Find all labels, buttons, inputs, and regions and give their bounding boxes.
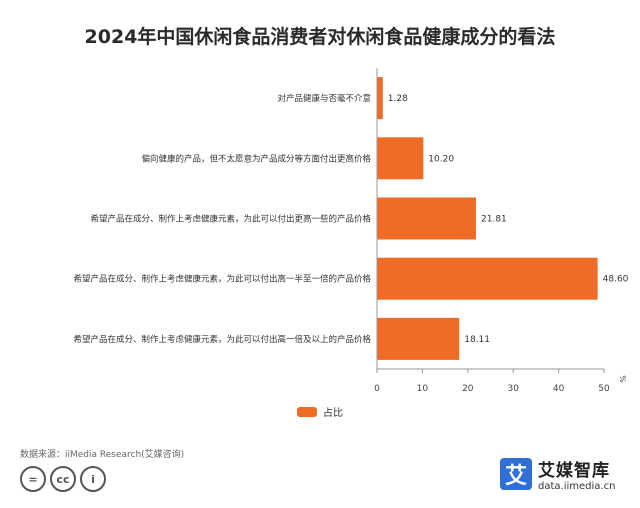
brand-url: data.iimedia.cn — [538, 481, 616, 492]
category-label: 偏向健康的产品，但不太愿意为产品成分等方面付出更高价格 — [141, 153, 371, 164]
bar — [377, 77, 383, 120]
legend: 占比 — [297, 404, 343, 419]
source-note: 数据来源：iiMedia Research(艾媒咨询) — [20, 450, 185, 460]
x-tick-label: 30 — [507, 384, 519, 394]
iimedia-logo-icon: 艾 — [500, 458, 532, 490]
category-label: 希望产品在成分、制作上考虑健康元素，为此可以付出更高一些的产品价格 — [90, 214, 371, 225]
cc-nd-icon: = — [20, 466, 46, 492]
x-tick-label: 20 — [462, 384, 474, 394]
x-tick-label: 10 — [417, 384, 429, 394]
value-label: 18.11 — [464, 335, 490, 345]
chart-title: 2024年中国休闲食品消费者对休闲食品健康成分的看法 — [84, 26, 556, 48]
bar — [377, 137, 424, 180]
brand-name: 艾媒智库 — [538, 461, 610, 481]
brand-logo: 艾 艾媒智库 data.iimedia.cn — [500, 456, 615, 492]
cc-icon: cc — [50, 466, 76, 492]
x-tick-label: 0 — [374, 384, 380, 394]
value-label: 1.28 — [388, 94, 408, 104]
value-label: 21.81 — [481, 215, 507, 225]
unit-label: % — [618, 375, 627, 383]
bar — [377, 317, 460, 360]
legend-label: 占比 — [323, 408, 343, 419]
bar — [377, 257, 598, 300]
x-tick-label: 40 — [553, 384, 565, 394]
value-label: 48.60 — [603, 275, 629, 285]
license-icons: = cc i — [20, 466, 106, 492]
category-label: 希望产品在成分、制作上考虑健康元素，为此可以付出高一倍及以上的产品价格 — [73, 334, 371, 345]
value-label: 10.20 — [428, 154, 454, 164]
bar — [377, 197, 477, 240]
x-tick-label: 50 — [598, 384, 610, 394]
legend-swatch — [297, 406, 317, 417]
category-label: 对产品健康与否毫不介意 — [277, 93, 371, 104]
bar-chart: 对产品健康与否毫不介意 1.28 偏向健康的产品，但不太愿意为产品成分等方面付出更高… — [73, 68, 629, 394]
cc-by-icon: i — [80, 466, 106, 492]
category-label: 希望产品在成分、制作上考虑健康元素，为此可以付出高一半至一倍的产品价格 — [73, 274, 371, 285]
